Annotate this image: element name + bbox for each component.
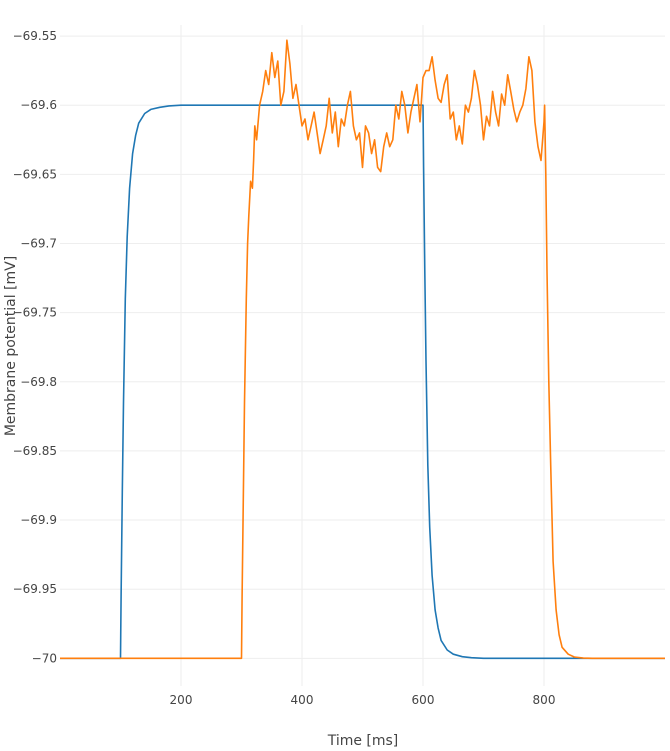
series-line-orange bbox=[60, 39, 665, 660]
x-tick-label: 800 bbox=[533, 693, 556, 707]
y-tick-label: −69.85 bbox=[13, 444, 57, 458]
y-tick-label: −69.55 bbox=[13, 29, 57, 43]
plot-traces bbox=[60, 39, 665, 660]
grid-lines bbox=[60, 25, 665, 686]
y-tick-label: −69.9 bbox=[20, 513, 57, 527]
y-tick-label: −69.95 bbox=[13, 582, 57, 596]
y-tick-label: −70 bbox=[32, 651, 57, 665]
y-tick-label: −69.65 bbox=[13, 167, 57, 181]
x-axis-tick-labels: 200 400 600 800 bbox=[170, 693, 556, 707]
y-tick-label: −69.75 bbox=[13, 306, 57, 320]
y-axis-tick-labels: −69.55 −69.6 −69.65 −69.7 −69.75 −69.8 −69.85 −… bbox=[13, 29, 57, 665]
x-tick-label: 400 bbox=[291, 693, 314, 707]
x-tick-label: 600 bbox=[412, 693, 435, 707]
x-tick-label: 200 bbox=[170, 693, 193, 707]
series-line-blue bbox=[60, 104, 665, 660]
y-tick-label: −69.6 bbox=[20, 98, 57, 112]
y-axis-title: Membrane potential [mV] bbox=[3, 256, 19, 436]
x-axis-title: Time [ms] bbox=[327, 733, 399, 749]
y-tick-label: −69.7 bbox=[20, 236, 57, 250]
y-tick-label: −69.8 bbox=[20, 375, 57, 389]
